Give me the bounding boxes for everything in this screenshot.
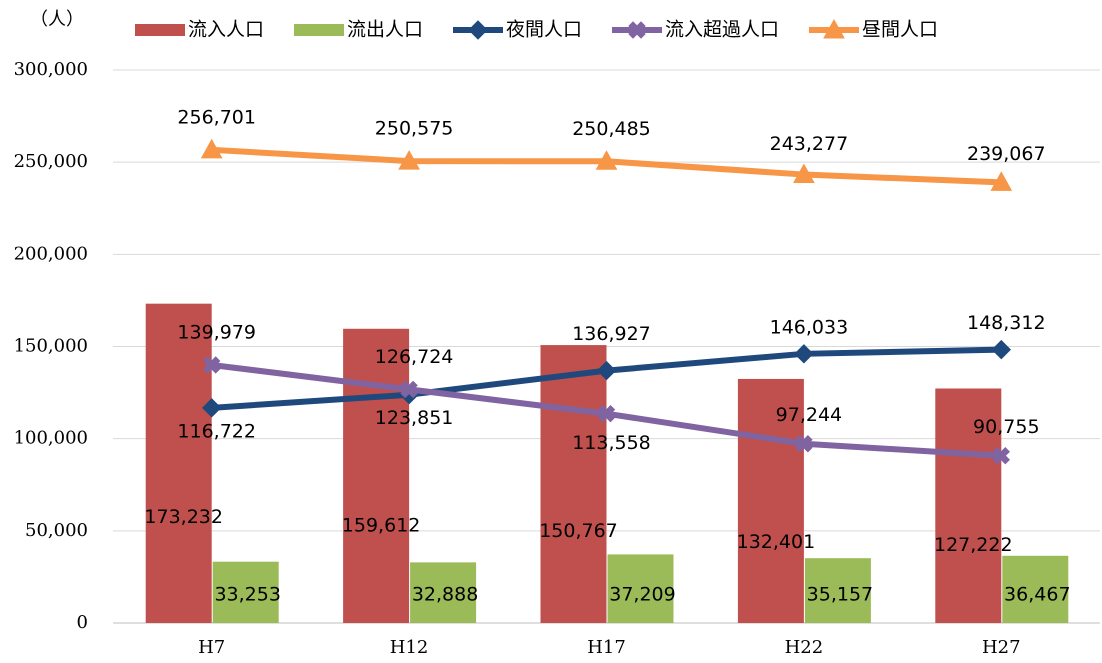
legend-label: 流入人口 xyxy=(188,19,264,41)
bar xyxy=(343,328,410,623)
legend-marker xyxy=(823,18,845,39)
data-label: 36,467 xyxy=(1004,584,1070,606)
data-label: 126,724 xyxy=(375,346,454,368)
y-axis-unit: （人） xyxy=(30,9,84,30)
data-label: 173,232 xyxy=(144,506,223,528)
marker xyxy=(990,171,1013,191)
data-label: 116,722 xyxy=(177,420,256,442)
bar xyxy=(410,562,477,623)
data-label: 113,558 xyxy=(572,432,651,454)
marker xyxy=(795,435,813,453)
data-label: 250,575 xyxy=(375,118,454,140)
y-tick-label: 300,000 xyxy=(14,59,88,80)
bar xyxy=(1002,555,1069,623)
marker xyxy=(202,356,221,374)
marker xyxy=(200,138,223,159)
bar xyxy=(212,561,279,623)
data-label: 35,157 xyxy=(807,584,873,606)
data-label: 243,277 xyxy=(770,133,849,155)
bar xyxy=(607,554,674,623)
data-label: 150,767 xyxy=(539,520,618,542)
data-label: 132,401 xyxy=(737,531,816,553)
legend-label: 流出人口 xyxy=(347,19,423,41)
legend-marker xyxy=(468,20,488,40)
marker xyxy=(596,360,617,381)
data-label: 127,222 xyxy=(934,534,1013,556)
x-tick-label: H17 xyxy=(587,637,626,658)
data-label: 146,033 xyxy=(770,316,849,338)
data-label: 256,701 xyxy=(177,106,256,128)
y-tick-label: 250,000 xyxy=(14,151,88,172)
marker xyxy=(595,150,618,170)
data-label: 33,253 xyxy=(214,584,280,606)
bar xyxy=(737,378,804,623)
data-label: 32,888 xyxy=(412,584,478,606)
data-label: 97,244 xyxy=(776,404,842,426)
legend-label: 昼間人口 xyxy=(862,19,938,41)
legend-swatch xyxy=(135,24,185,36)
x-tick-label: H12 xyxy=(390,637,429,658)
y-tick-label: 200,000 xyxy=(14,243,88,264)
x-tick-label: H7 xyxy=(198,637,225,658)
legend-swatch xyxy=(294,24,344,36)
marker xyxy=(793,163,815,184)
legend-label: 夜間人口 xyxy=(506,19,582,41)
marker xyxy=(991,339,1012,360)
x-tick-label: H22 xyxy=(785,637,824,658)
y-tick-label: 100,000 xyxy=(14,428,88,449)
marker xyxy=(398,150,420,170)
data-label: 37,209 xyxy=(609,584,675,606)
data-label: 90,755 xyxy=(973,416,1039,438)
marker xyxy=(201,398,222,418)
data-label: 250,485 xyxy=(572,118,651,140)
y-tick-label: 50,000 xyxy=(25,520,88,541)
data-label: 239,067 xyxy=(967,143,1046,165)
data-label: 148,312 xyxy=(967,312,1046,334)
data-label: 136,927 xyxy=(572,323,651,345)
bar xyxy=(145,303,212,623)
legend-label: 流入超過人口 xyxy=(665,19,779,41)
marker xyxy=(400,380,418,399)
bar xyxy=(935,388,1002,623)
y-tick-label: 0 xyxy=(77,612,88,633)
bar xyxy=(540,345,607,623)
data-label: 159,612 xyxy=(342,514,421,536)
data-label: 123,851 xyxy=(375,407,454,429)
legend-marker xyxy=(628,21,646,39)
bar xyxy=(804,558,871,623)
y-tick-label: 150,000 xyxy=(14,336,88,357)
marker xyxy=(597,404,616,423)
marker xyxy=(992,447,1011,465)
x-tick-label: H27 xyxy=(982,637,1021,658)
marker xyxy=(794,344,814,364)
data-label: 139,979 xyxy=(177,321,256,343)
